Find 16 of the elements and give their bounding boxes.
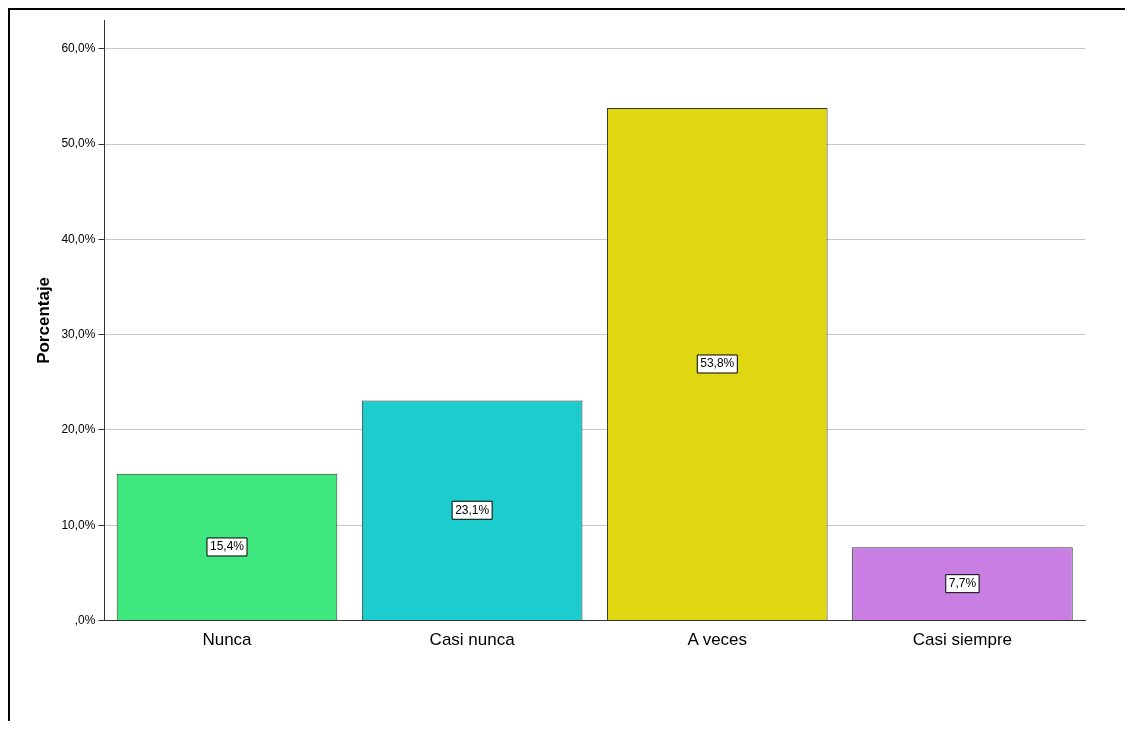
y-tick-label: 60,0% xyxy=(61,41,96,56)
x-tick-label: Casi siempre xyxy=(912,630,1013,650)
data-label: 23,1% xyxy=(455,502,490,517)
y-tick-label: 20,0% xyxy=(61,422,96,437)
y-axis-title: Porcentaje xyxy=(33,276,53,364)
y-tick-label: 40,0% xyxy=(61,231,96,246)
data-label: 7,7% xyxy=(948,575,977,590)
y-tick-label: 50,0% xyxy=(61,136,96,151)
y-tick-label: 30,0% xyxy=(61,327,96,342)
data-label: 53,8% xyxy=(700,356,735,371)
y-tick-label: ,0% xyxy=(74,612,96,627)
x-tick-label: Nunca xyxy=(202,630,253,650)
x-tick-label: Casi nunca xyxy=(429,630,516,650)
x-tick-label: A veces xyxy=(687,630,748,650)
data-label: 15,4% xyxy=(209,539,245,554)
y-tick-label: 10,0% xyxy=(61,517,96,532)
